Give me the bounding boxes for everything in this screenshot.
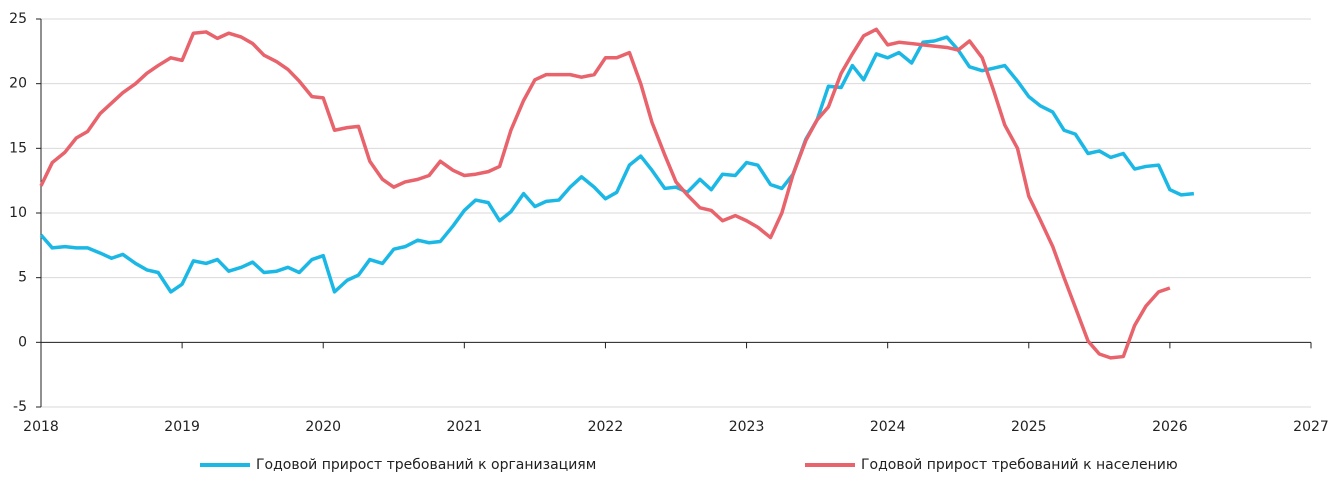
series-line [39,35,1195,294]
x-tick-label: 2023 [729,419,765,435]
y-tick-label: 5 [18,270,27,286]
y-tick-label: 15 [9,140,27,156]
legend-label: Годовой прирост требований к населению [861,457,1178,473]
y-tick-label: 0 [18,334,27,350]
x-tick-label: 2019 [164,419,200,435]
legend-label: Годовой прирост требований к организация… [256,457,596,473]
x-tick-label: 2027 [1293,419,1329,435]
y-tick-label: 10 [9,205,27,221]
series-line [39,27,1171,360]
x-tick-label: 2020 [305,419,341,435]
x-tick-label: 2022 [588,419,624,435]
x-tick-label: 2026 [1152,419,1188,435]
x-tick-label: 2021 [447,419,483,435]
x-tick-label: 2024 [870,419,906,435]
y-tick-label: -5 [13,399,27,415]
x-tick-label: 2025 [1011,419,1047,435]
x-tick-label: 2018 [23,419,59,435]
y-tick-label: 20 [9,76,27,92]
y-tick-label: 25 [9,11,27,27]
